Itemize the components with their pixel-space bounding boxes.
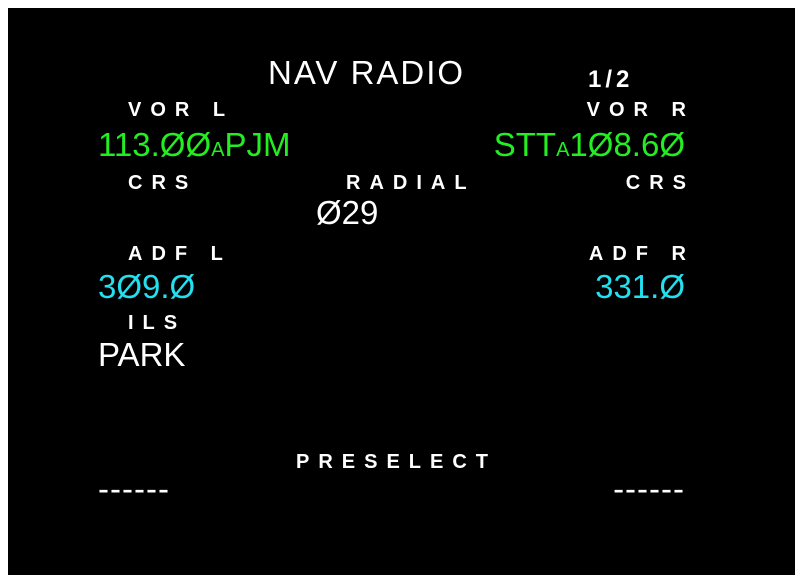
vor-l-line: 113.ØØAPJM xyxy=(98,128,290,161)
vor-r-label: VOR R xyxy=(586,99,695,121)
ils-label: ILS xyxy=(128,312,187,334)
vor-r-mode: A xyxy=(556,139,570,161)
vor-l-label: VOR L xyxy=(128,99,235,121)
page-number: 1/2 xyxy=(588,66,634,93)
adf-l-label: ADF L xyxy=(128,243,232,265)
crs-r-label: CRS xyxy=(625,172,695,194)
vor-l-frequency[interactable]: 113.ØØ xyxy=(98,126,212,163)
preselect-left[interactable]: ------ xyxy=(98,470,170,507)
vor-l-ident: PJM xyxy=(224,126,291,163)
vor-l-mode: A xyxy=(211,139,225,161)
vor-r-line: STTA1Ø8.6Ø xyxy=(494,128,685,161)
adf-r-frequency[interactable]: 331.Ø xyxy=(595,268,685,305)
radial-label: RADIAL xyxy=(346,172,476,194)
adf-l-frequency[interactable]: 3Ø9.Ø xyxy=(98,268,196,305)
ils-value[interactable]: PARK xyxy=(98,336,186,373)
page-title: NAV RADIO xyxy=(268,54,466,91)
vor-r-frequency[interactable]: 1Ø8.6Ø xyxy=(569,126,685,163)
radial-value: Ø29 xyxy=(316,194,379,231)
preselect-label: PRESELECT xyxy=(296,451,498,473)
crs-l-label: CRS xyxy=(128,172,198,194)
preselect-right[interactable]: ------ xyxy=(613,470,685,507)
adf-r-label: ADF R xyxy=(588,243,695,265)
vor-r-ident: STT xyxy=(493,126,557,163)
cdu-display: NAV RADIO 1/2 VOR L VOR R 113.ØØAPJM STT… xyxy=(8,8,795,575)
